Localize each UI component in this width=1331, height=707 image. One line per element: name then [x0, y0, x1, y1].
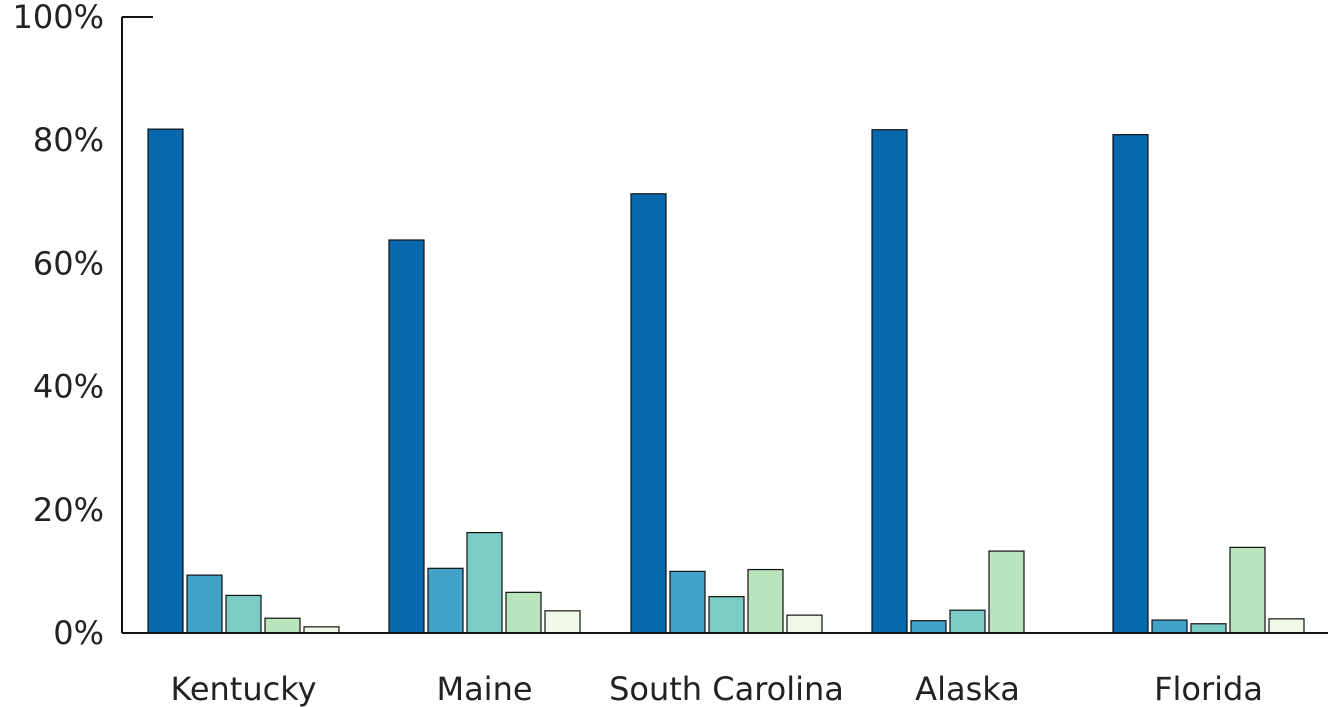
bar [910, 620, 947, 634]
x-category-label: Alaska [915, 670, 1020, 707]
bar-group [147, 128, 340, 634]
bar-group [630, 193, 823, 634]
bar [988, 550, 1025, 634]
bar [544, 610, 581, 634]
bar [669, 570, 706, 634]
y-tick-label: 40% [33, 368, 104, 406]
bar [1112, 134, 1149, 634]
x-category-label: South Carolina [609, 670, 844, 707]
bar [1229, 546, 1266, 634]
bar-group [388, 239, 581, 634]
bar [708, 596, 745, 634]
y-tick-label: 100% [13, 0, 104, 36]
bar [1268, 618, 1305, 634]
bar [225, 594, 262, 634]
bar [388, 239, 425, 634]
y-tick-label: 60% [33, 244, 104, 282]
x-axis-labels: Kentucky Maine South Carolina Alaska Florida [170, 670, 1262, 707]
bar [786, 614, 823, 634]
bar [1151, 619, 1188, 634]
bar [871, 129, 908, 634]
bar [427, 567, 464, 634]
x-category-label: Kentucky [170, 670, 316, 707]
y-axis-ticks: 0% 20% 40% 60% 80% 100% [13, 0, 104, 652]
bar [186, 574, 223, 634]
y-tick-label: 80% [33, 121, 104, 159]
bars [147, 128, 1305, 634]
bar-group [1112, 134, 1305, 634]
bar [466, 531, 503, 634]
y-tick-label: 20% [33, 491, 104, 529]
bar [1190, 623, 1227, 634]
bar-group [871, 129, 1025, 634]
bar [505, 591, 542, 634]
bar [949, 609, 986, 634]
x-category-label: Florida [1154, 670, 1263, 707]
y-tick-label: 0% [53, 614, 104, 652]
bar [147, 128, 184, 634]
bar [630, 193, 667, 634]
bar [747, 568, 784, 634]
x-category-label: Maine [436, 670, 532, 707]
bar [264, 617, 301, 634]
